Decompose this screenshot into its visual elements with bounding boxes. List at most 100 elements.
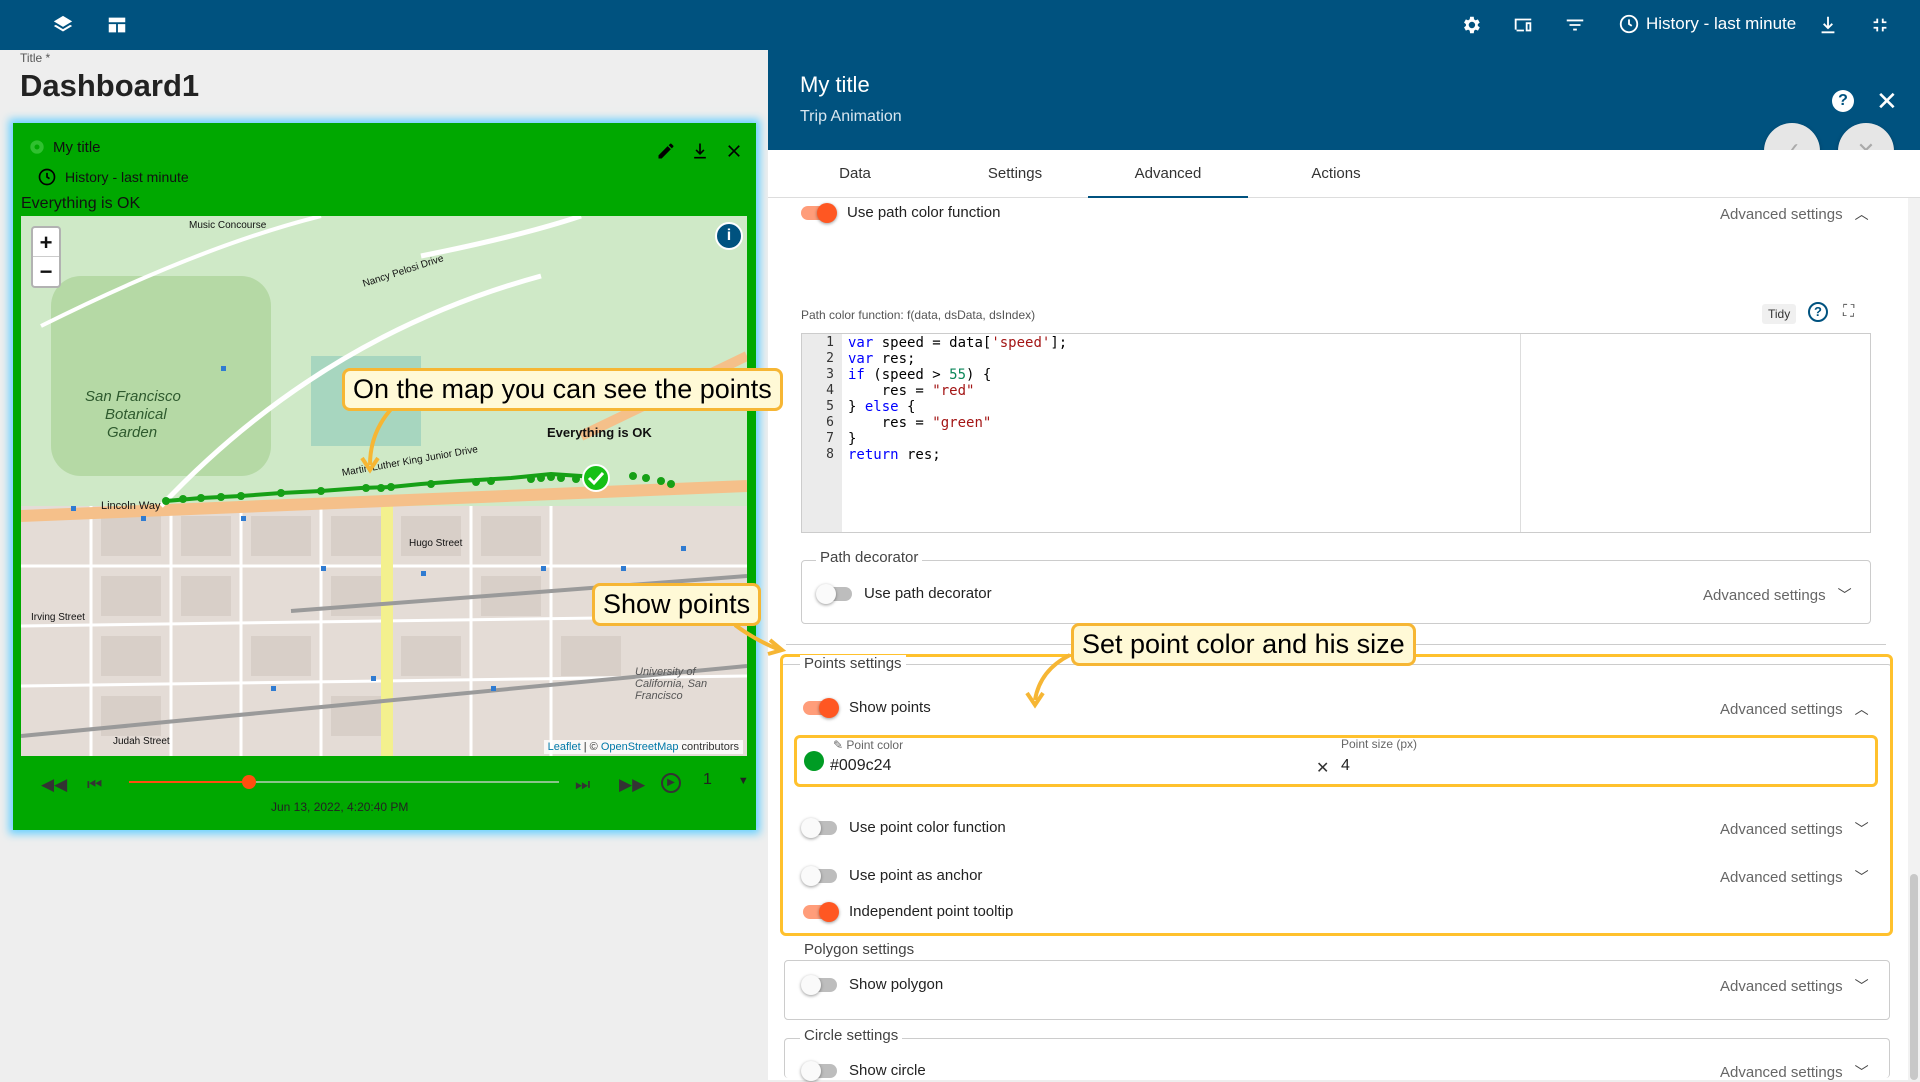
zoom-out-button[interactable]: − — [39, 259, 53, 284]
play-icon[interactable]: ▶ — [661, 773, 681, 793]
chevron-down-icon: ﹀ — [1837, 587, 1852, 603]
advanced-settings-label: Advanced settings — [1720, 700, 1843, 718]
map-label-botanical-2: Botanical — [105, 406, 167, 423]
edit-icon[interactable] — [656, 141, 678, 163]
point-color-function-advanced-settings[interactable]: Advanced settings ﹀ — [1720, 819, 1869, 839]
path-decorator-row: Use path decorator — [816, 583, 992, 604]
skip-next-icon[interactable]: ⏭ — [575, 775, 591, 794]
dashboard-icon[interactable] — [104, 12, 130, 38]
point-size-label: Point size (px) — [1341, 737, 1418, 751]
layers-icon[interactable] — [50, 12, 76, 38]
fast-rewind-icon[interactable]: ◀◀ — [41, 775, 68, 794]
speed-select[interactable]: 1 ▼ — [703, 771, 749, 789]
show-points-toggle[interactable] — [803, 697, 839, 718]
fast-forward-icon[interactable]: ▶▶ — [619, 775, 646, 794]
clear-icon[interactable]: ✕ — [1316, 760, 1330, 777]
polygon-advanced-settings[interactable]: Advanced settings ﹀ — [1720, 976, 1869, 996]
callout-point-color: Set point color and his size — [1071, 623, 1416, 666]
slider-fill — [129, 781, 250, 783]
path-color-advanced-settings[interactable]: Advanced settings ︿ — [1720, 204, 1869, 224]
circle-advanced-settings[interactable]: Advanced settings ﹀ — [1720, 1062, 1869, 1082]
tab-data[interactable]: Data — [839, 165, 871, 182]
gear-icon[interactable] — [1458, 12, 1484, 38]
advanced-settings-label: Advanced settings — [1720, 820, 1843, 838]
tab-settings[interactable]: Settings — [987, 165, 1043, 182]
widget-header: My title — [27, 137, 101, 157]
point-color-swatch[interactable] — [804, 751, 824, 771]
path-decorator-label: Use path decorator — [864, 585, 992, 602]
map-label-music: Music Concourse — [189, 220, 267, 231]
polygon-settings-fieldset — [784, 960, 1890, 1020]
tab-advanced[interactable]: Advanced — [1088, 150, 1248, 198]
map-label-botanical-1: San Francisco — [85, 388, 181, 405]
advanced-settings-label: Advanced settings — [1720, 1063, 1843, 1081]
history-timewindow[interactable]: History - last minute — [1618, 13, 1796, 35]
line-number: 4 — [826, 383, 834, 398]
leaflet-link[interactable]: Leaflet — [547, 741, 581, 753]
dashboard-title[interactable]: Dashboard1 — [20, 68, 200, 103]
show-circle-toggle[interactable] — [801, 1060, 837, 1081]
help-icon[interactable]: ? — [1808, 302, 1828, 322]
map-label-irving: Irving Street — [31, 612, 85, 623]
download-icon[interactable] — [1815, 12, 1841, 38]
dashboard-title-label: Title * — [20, 51, 51, 65]
download-icon[interactable] — [690, 141, 712, 163]
close-icon[interactable] — [724, 141, 746, 163]
show-polygon-label: Show polygon — [849, 976, 944, 993]
point-size-input[interactable]: 4 — [1341, 757, 1350, 774]
point-color-label: ✎ Point color — [833, 738, 903, 752]
widget-history: History - last minute — [37, 167, 189, 187]
independent-point-tooltip-toggle[interactable] — [803, 901, 839, 922]
slider-thumb[interactable] — [242, 775, 257, 789]
path-decorator-legend: Path decorator — [816, 549, 923, 566]
widget-status: Everything is OK — [21, 195, 141, 212]
advanced-settings-label: Advanced settings — [1720, 205, 1843, 223]
close-icon[interactable]: ✕ — [1876, 86, 1898, 116]
dashboard-area: Title * Dashboard1 My title History - la… — [0, 50, 768, 1080]
code-editor[interactable]: 1 2 3 4 5 6 7 8 var speed = data['speed'… — [801, 333, 1871, 533]
code-line: var res; — [848, 351, 916, 367]
use-point-as-anchor-row: Use point as anchor — [801, 865, 982, 886]
fullscreen-exit-icon[interactable] — [1867, 12, 1893, 38]
scrollbar-thumb[interactable] — [1910, 874, 1918, 1080]
point-anchor-advanced-settings[interactable]: Advanced settings ﹀ — [1720, 867, 1869, 887]
history-label: History - last minute — [1646, 14, 1797, 33]
chevron-down-icon: ▼ — [737, 775, 749, 787]
devices-icon[interactable] — [1510, 12, 1536, 38]
tab-actions[interactable]: Actions — [1311, 165, 1361, 182]
map[interactable]: San Francisco Botanical Garden Lincoln W… — [21, 216, 747, 756]
circle-settings-legend: Circle settings — [800, 1027, 903, 1044]
tidy-button[interactable]: Tidy — [1762, 304, 1797, 324]
use-point-as-anchor-toggle[interactable] — [801, 865, 837, 886]
points-advanced-settings[interactable]: Advanced settings ︿ — [1720, 699, 1869, 719]
zoom-in-button[interactable]: + — [33, 228, 59, 257]
polygon-settings-legend: Polygon settings — [800, 941, 919, 958]
path-color-function-toggle[interactable] — [801, 202, 837, 223]
point-color-input[interactable]: #009c24 — [830, 757, 892, 774]
scrollbar[interactable] — [1908, 198, 1920, 1080]
map-label-botanical-3: Garden — [107, 424, 158, 441]
help-icon[interactable]: ? — [1832, 90, 1854, 112]
path-decorator-toggle[interactable] — [816, 583, 852, 604]
skip-previous-icon[interactable]: ⏮ — [87, 775, 103, 794]
panel-header: My title Trip Animation ? ✕ — [768, 50, 1920, 150]
map-label-ucsf: University of California, San Francisco — [635, 666, 708, 702]
show-circle-row: Show circle — [801, 1060, 926, 1081]
map-label-hugo: Hugo Street — [409, 538, 463, 549]
advanced-settings-label: Advanced settings — [1720, 977, 1843, 995]
attribution-tail: contributors — [678, 741, 739, 753]
use-point-color-function-toggle[interactable] — [801, 817, 837, 838]
line-number: 6 — [826, 415, 834, 430]
show-polygon-toggle[interactable] — [801, 974, 837, 995]
show-circle-label: Show circle — [849, 1062, 926, 1079]
line-number: 8 — [826, 447, 834, 462]
path-decorator-advanced-settings[interactable]: Advanced settings ﹀ — [1703, 585, 1852, 605]
fullscreen-icon[interactable]: ⛶ — [1843, 303, 1855, 320]
points-settings-legend: Points settings — [800, 655, 906, 672]
timeline-slider[interactable] — [129, 775, 559, 789]
filter-icon[interactable] — [1562, 12, 1588, 38]
info-icon[interactable]: i — [715, 222, 743, 250]
clock-icon — [1619, 14, 1639, 34]
osm-link[interactable]: OpenStreetMap — [600, 741, 679, 753]
widget-settings-panel: My title Trip Animation ? ✕ ✓ ✕ Data Set… — [768, 50, 1920, 1082]
